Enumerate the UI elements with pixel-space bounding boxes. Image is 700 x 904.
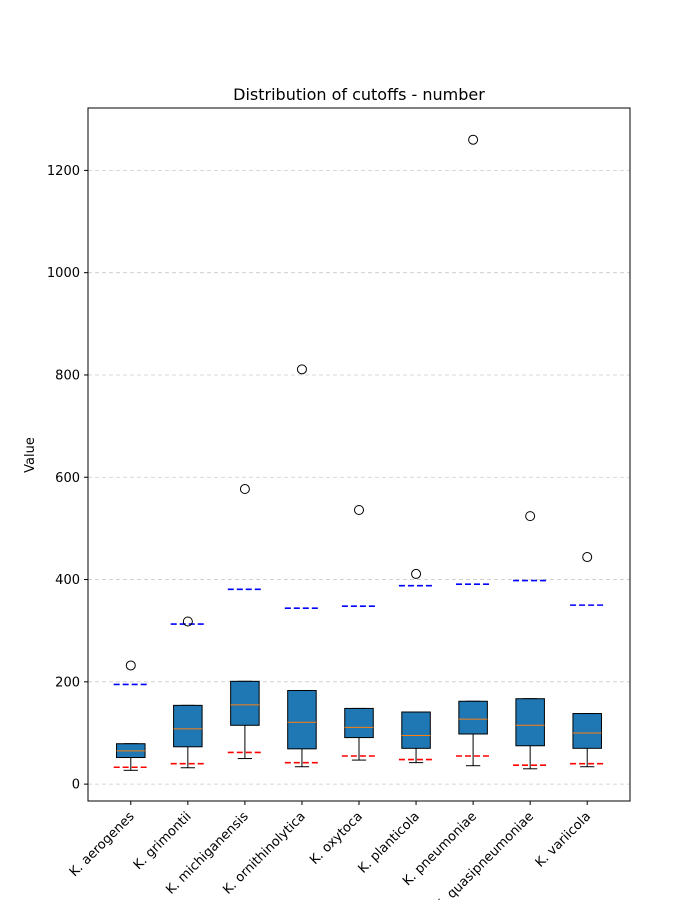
y-tick-label: 400 — [55, 573, 80, 588]
outlier-point — [296, 364, 307, 375]
outlier-point — [182, 616, 193, 627]
x-tick-label: K. aerogenes — [67, 809, 138, 880]
y-tick-label: 0 — [72, 778, 80, 793]
y-tick-label: 200 — [55, 675, 80, 690]
box-group — [284, 364, 320, 768]
y-tick-label: 1200 — [47, 164, 80, 179]
y-tick-label: 600 — [55, 471, 80, 486]
box-group — [455, 134, 491, 767]
outlier-point — [411, 568, 422, 579]
box-iqr — [515, 698, 545, 747]
x-tick-label: K. oxytoca — [307, 809, 366, 868]
outlier-point — [582, 552, 593, 563]
box-iqr — [572, 713, 602, 749]
outlier-point — [125, 660, 136, 671]
x-tick-label: K. variicola — [533, 809, 594, 870]
box-iqr — [344, 707, 374, 739]
x-tick-label: K. quasipneumoniae — [432, 809, 537, 900]
box-group — [513, 511, 548, 770]
plot-frame — [87, 107, 631, 802]
outlier-point — [354, 504, 364, 515]
box-group — [113, 660, 148, 771]
box-group — [227, 484, 263, 760]
box-iqr — [458, 700, 488, 735]
chart-title: Distribution of cutoffs - number — [233, 85, 485, 104]
outlier-point — [468, 134, 479, 145]
y-tick-label: 1000 — [47, 266, 80, 281]
box-group — [398, 568, 434, 764]
box-iqr — [401, 711, 431, 749]
outlier-point — [239, 484, 250, 495]
marks-layer — [113, 134, 605, 771]
box-iqr — [287, 690, 317, 750]
y-tick-label: 800 — [55, 368, 80, 383]
grid-layer — [88, 169, 630, 785]
box-group — [341, 504, 377, 761]
box-iqr — [173, 704, 203, 748]
box-group — [170, 616, 205, 769]
box-iqr — [230, 680, 260, 726]
outlier-point — [525, 511, 536, 522]
box-group — [570, 552, 605, 768]
y-axis-label: Value — [23, 437, 38, 473]
x-tick-label: K. grimontii — [131, 809, 195, 873]
